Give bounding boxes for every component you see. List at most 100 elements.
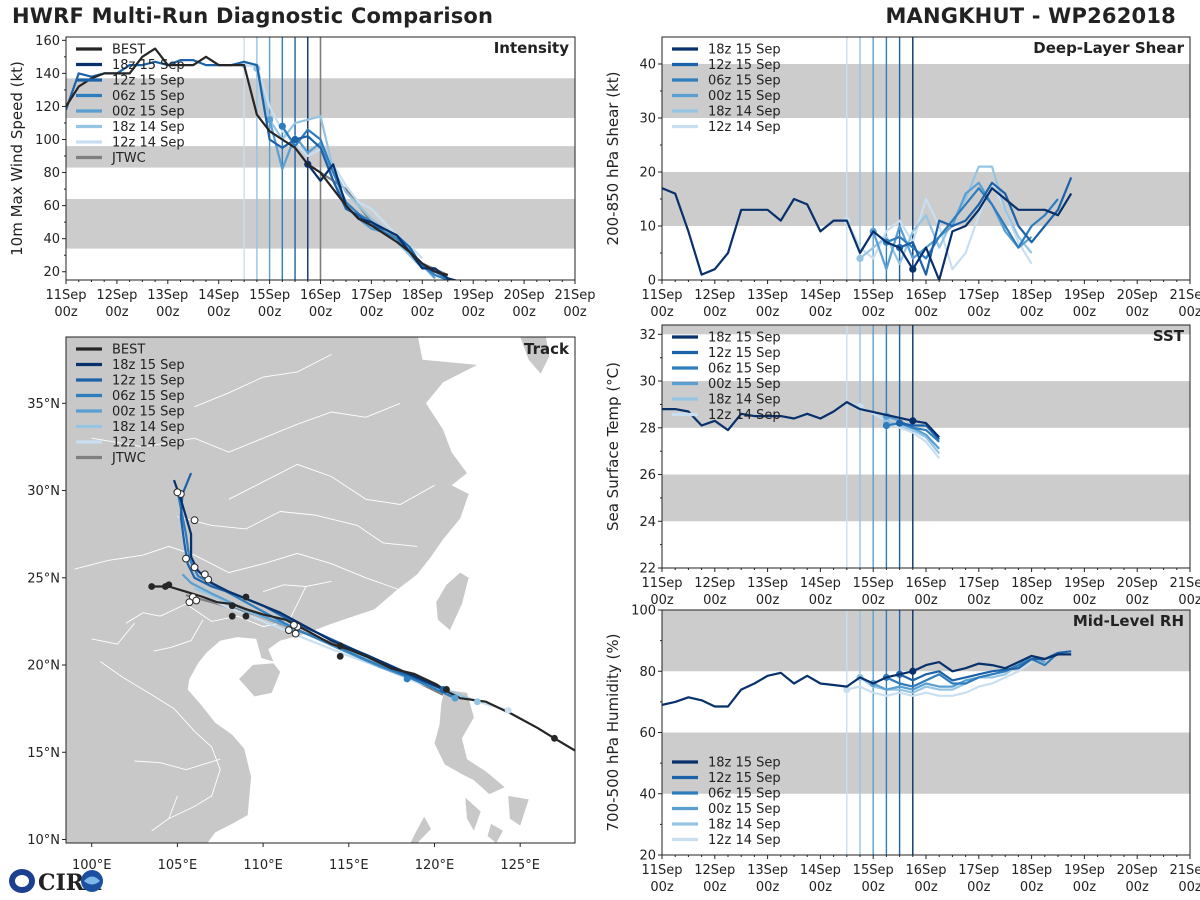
legend-label: 18z 14 Sep (112, 120, 185, 135)
legend-label: 18z 15 Sep (708, 331, 781, 346)
x-tick-label-hour: 00z (1073, 880, 1097, 895)
legend-label: 12z 15 Sep (708, 346, 781, 361)
y-tick-label: 40 (639, 787, 656, 802)
x-tick-label: 13Sep (747, 863, 788, 878)
x-tick-label-hour: 00z (54, 305, 78, 320)
y-tick-label: 40 (639, 58, 656, 73)
land-taiwan (436, 572, 469, 631)
x-tick-label-hour: 00z (703, 880, 727, 895)
legend-label: JTWC (111, 451, 146, 466)
track-dot (403, 675, 411, 683)
series-marker (278, 122, 286, 130)
province-border (100, 661, 221, 820)
series-marker (882, 421, 891, 430)
x-tick-label: 12Sep (694, 288, 735, 303)
axes-frame (65, 336, 576, 844)
legend-label: 18z 14 Sep (708, 393, 781, 408)
track-dot (242, 593, 250, 601)
panel-intensity: 20 40 60 80 100 120 140 160 11Sep 00z 12Sep 00z 13Se… (8, 34, 596, 320)
x-tick-label: 12Sep (96, 288, 137, 303)
x-tick-label-hour: 00z (1073, 593, 1097, 608)
x-tick-label: 19Sep (453, 288, 494, 303)
x-tick-label: 17Sep (958, 863, 999, 878)
track-dot (148, 583, 156, 590)
x-tick-label: 14Sep (800, 576, 841, 591)
series-marker (909, 417, 917, 425)
track-line-BEST (151, 585, 575, 752)
x-tick-label-hour: 00z (862, 305, 886, 320)
panel-track: 100°E 105°E 110°E 115°E 120°E 125°E 10°N 15°N 20… (27, 336, 576, 873)
series-marker (266, 116, 274, 124)
legend-label: 12z 14 Sep (112, 436, 185, 451)
legend-label: 00z 15 Sep (112, 105, 185, 120)
panel-title: Deep-Layer Shear (1033, 39, 1184, 57)
track-dot (242, 612, 250, 620)
x-tick-label: 16Sep (300, 288, 341, 303)
plot-area (662, 325, 1190, 568)
storm-title: MANGKHUT - WP262018 (885, 4, 1176, 28)
panel-title: Track (524, 340, 570, 358)
y-tick-label: 22 (639, 562, 656, 577)
y-tick-label: 40 (43, 232, 60, 247)
x-tick-label-hour: 00z (967, 593, 991, 608)
province-border (194, 353, 332, 408)
series-line-18z-15-Sep (662, 187, 1073, 280)
y-tick-label: 32 (639, 328, 656, 343)
series-line-12z-14-Sep (846, 661, 1033, 697)
track-dot (185, 598, 194, 607)
x-tick-label-hour: 00z (650, 305, 674, 320)
y-tick-label: 100 (35, 133, 60, 148)
x-tick-label: 11Sep (45, 288, 86, 303)
series-marker (843, 686, 851, 694)
y-tick-label: 28 (639, 421, 656, 436)
track-dot (291, 629, 300, 638)
legend-label: 12z 14 Sep (708, 408, 781, 423)
land-palawan (410, 816, 431, 843)
legend-label: 18z 14 Sep (708, 105, 781, 120)
x-tick-label: 14Sep (198, 288, 239, 303)
legend-label: 00z 15 Sep (708, 802, 781, 817)
lat-tick-label: 10°N (27, 833, 60, 848)
province-border (228, 463, 435, 505)
lat-tick-label: 20°N (27, 659, 60, 674)
x-tick-label-hour: 00z (1020, 593, 1044, 608)
series-line-12z-15-Sep (899, 422, 941, 441)
x-tick-label: 12Sep (694, 576, 735, 591)
x-tick-label-hour: 00z (462, 305, 486, 320)
land-hainan (239, 663, 281, 697)
y-axis-label: 200-850 hPa Shear (kt) (604, 72, 622, 246)
x-tick-label: 14Sep (800, 863, 841, 878)
x-tick-label-hour: 00z (703, 305, 727, 320)
legend-label: 12z 14 Sep (708, 833, 781, 848)
x-tick-label: 20Sep (504, 288, 545, 303)
panel-title: SST (1153, 327, 1185, 345)
track-dot (336, 642, 344, 650)
x-tick-label: 21Sep (1169, 576, 1200, 591)
plot-area (662, 610, 1190, 855)
track-dot (190, 563, 199, 572)
y-tick-label: 20 (639, 849, 656, 864)
track-dot (284, 626, 293, 635)
x-tick-label: 13Sep (147, 288, 188, 303)
shaded-band (662, 474, 1190, 522)
lon-tick-label: 125°E (500, 858, 540, 873)
legend-label: 06z 15 Sep (708, 74, 781, 89)
x-tick-label: 20Sep (1117, 576, 1158, 591)
x-tick-label-hour: 00z (650, 593, 674, 608)
track-dot (451, 694, 459, 702)
x-tick-label: 11Sep (641, 288, 682, 303)
track-dot (228, 602, 236, 610)
province-border (151, 795, 178, 832)
legend-label: 12z 15 Sep (112, 374, 185, 389)
land-korea (520, 337, 550, 374)
y-tick-label: 80 (639, 665, 656, 680)
x-tick-label-hour: 00z (756, 593, 780, 608)
x-tick-label-hour: 00z (105, 305, 129, 320)
series-marker (909, 265, 917, 273)
legend-label: BEST (112, 43, 145, 58)
track-dot (504, 706, 512, 714)
panel-title: Mid-Level RH (1073, 612, 1184, 630)
series-line-18z-15-Sep (662, 653, 1072, 708)
